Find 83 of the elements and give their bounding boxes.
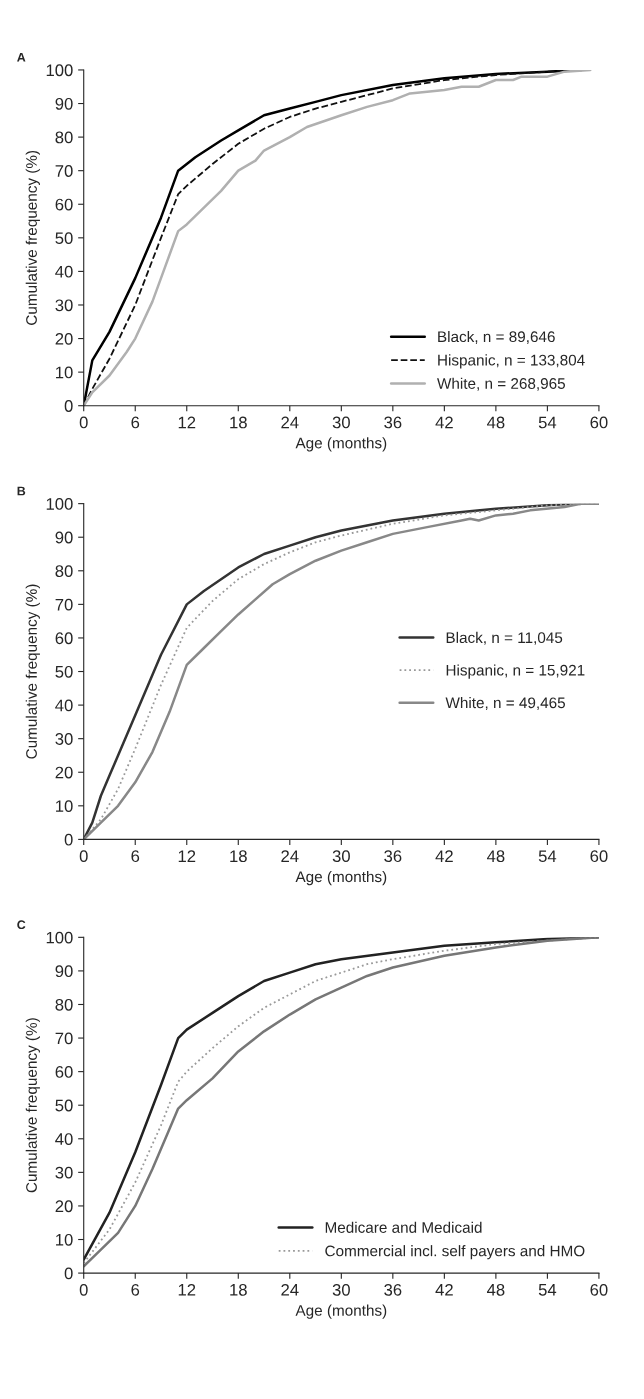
x-axis-title: Age (months) — [295, 437, 387, 452]
y-axis-title: Cumulative frequency (%) — [25, 150, 40, 325]
x-tick-label: 0 — [79, 1283, 88, 1296]
y-tick-label: 60 — [55, 198, 73, 211]
x-tick-label: 36 — [384, 1283, 402, 1296]
x-tick-label: 30 — [332, 416, 350, 429]
x-tick-label: 18 — [230, 416, 247, 429]
x-tick-label: 54 — [538, 850, 557, 863]
x-tick-label: 24 — [281, 1283, 299, 1296]
y-tick-label: 90 — [55, 965, 73, 978]
x-tick-label: 48 — [486, 416, 505, 429]
y-tick-label: 90 — [55, 531, 73, 544]
x-tick-label: 6 — [131, 1283, 140, 1296]
legend-label: Black, n = 11,045 — [446, 631, 563, 645]
x-tick-label: 36 — [384, 416, 402, 429]
x-tick-label: 18 — [230, 850, 247, 863]
x-tick-label: 54 — [538, 416, 557, 429]
y-tick-label: 100 — [46, 64, 73, 77]
x-tick-label: 60 — [590, 416, 608, 429]
x-tick-label: 0 — [79, 416, 88, 429]
y-tick-label: 50 — [55, 232, 73, 245]
x-tick-label: 6 — [131, 416, 140, 429]
x-tick-label: 12 — [178, 1283, 196, 1296]
legend-label: Medicare and Medicaid — [325, 1221, 482, 1233]
chart-title: C — [17, 920, 26, 930]
x-tick-label: 24 — [281, 416, 299, 429]
y-tick-label: 10 — [56, 1233, 73, 1246]
y-tick-label: 60 — [55, 632, 73, 645]
y-tick-label: 90 — [55, 97, 73, 110]
y-tick-label: 70 — [55, 165, 73, 177]
x-tick-label: 0 — [79, 850, 88, 863]
x-axis-title: Age (months) — [295, 870, 387, 886]
y-tick-label: 40 — [55, 265, 73, 278]
y-tick-label: 20 — [55, 332, 73, 345]
y-tick-label: 70 — [55, 1032, 73, 1045]
y-axis-title: Cumulative frequency (%) — [25, 1018, 40, 1193]
y-tick-label: 0 — [64, 1267, 73, 1280]
y-tick-label: 80 — [55, 565, 73, 577]
x-tick-label: 36 — [384, 850, 402, 863]
y-tick-label: 0 — [64, 400, 73, 412]
y-tick-label: 60 — [55, 1066, 73, 1078]
x-tick-label: 6 — [131, 850, 140, 863]
x-tick-label: 48 — [486, 850, 505, 863]
x-tick-label: 42 — [435, 850, 453, 862]
x-axis-title: Age (months) — [295, 1304, 387, 1319]
x-tick-label: 54 — [538, 1284, 557, 1296]
x-tick-label: 42 — [435, 416, 453, 429]
x-tick-label: 60 — [590, 850, 608, 863]
y-tick-label: 0 — [64, 833, 73, 846]
legend-label: Commercial incl. self payers and HMO — [325, 1245, 585, 1260]
y-tick-label: 100 — [46, 931, 73, 944]
legend-label: Black, n = 89,646 — [438, 330, 555, 344]
y-tick-label: 10 — [56, 366, 73, 379]
x-tick-label: 60 — [590, 1283, 608, 1296]
x-tick-label: 48 — [486, 1283, 505, 1296]
y-tick-label: 80 — [55, 998, 73, 1011]
x-tick-label: 18 — [230, 1283, 247, 1296]
x-tick-label: 30 — [332, 850, 350, 863]
y-tick-label: 50 — [55, 1099, 73, 1112]
x-tick-label: 24 — [281, 850, 299, 862]
legend-label: White, n = 49,465 — [445, 696, 565, 710]
x-tick-label: 12 — [178, 850, 196, 862]
y-tick-label: 30 — [55, 733, 73, 745]
y-tick-label: 50 — [55, 665, 73, 678]
chart-title: A — [17, 53, 26, 62]
y-tick-label: 70 — [55, 598, 73, 611]
y-tick-label: 20 — [55, 766, 73, 779]
y-tick-label: 100 — [46, 498, 73, 510]
x-tick-label: 12 — [178, 416, 196, 429]
legend-label: Hispanic, n = 15,921 — [446, 664, 585, 679]
legend-label: Hispanic, n = 133,804 — [438, 354, 585, 369]
y-axis-title: Cumulative frequency (%) — [25, 584, 40, 759]
y-tick-label: 40 — [55, 699, 73, 712]
x-tick-label: 30 — [332, 1283, 350, 1296]
chart-title: B — [17, 486, 26, 496]
y-tick-label: 30 — [55, 299, 73, 312]
y-tick-label: 80 — [55, 131, 73, 144]
y-tick-label: 30 — [55, 1166, 73, 1179]
y-tick-label: 10 — [56, 800, 73, 813]
legend-label: White, n = 268,965 — [437, 377, 565, 391]
y-tick-label: 20 — [55, 1200, 73, 1213]
x-tick-label: 42 — [435, 1283, 453, 1296]
y-tick-label: 40 — [55, 1133, 73, 1145]
